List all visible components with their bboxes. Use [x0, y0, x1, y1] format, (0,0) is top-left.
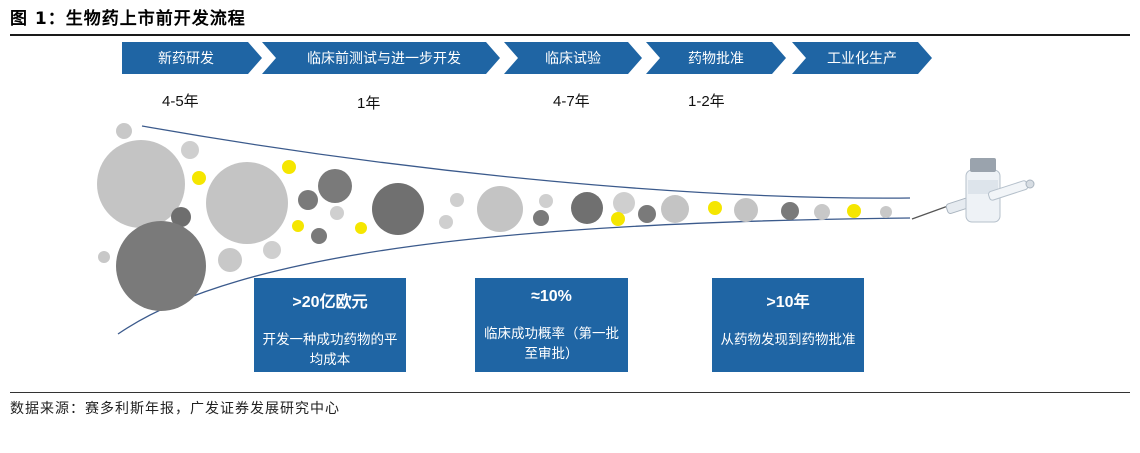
duration-step-4: 1-2年 — [688, 93, 725, 110]
step-arrow-4: 药物批准 — [646, 42, 786, 74]
duration-step-1: 4-5年 — [162, 93, 199, 110]
step-arrow-3: 临床试验 — [504, 42, 642, 74]
source-note: 数据来源：赛多利斯年报，广发证券发展研究中心 — [10, 401, 340, 417]
process-diagram: 新药研发 临床前测试与进一步开发 临床试验 药物批准 工业化生产 — [97, 42, 1035, 335]
step-label-4: 药物批准 — [688, 51, 744, 67]
callout-duration-detail: 从药物发现到药物批准 — [720, 332, 856, 348]
callout-duration: >10年 从药物发现到药物批准 — [712, 278, 864, 372]
step-arrow-2: 临床前测试与进一步开发 — [262, 42, 500, 74]
step-label-1: 新药研发 — [158, 51, 214, 67]
duration-step-3: 4-7年 — [553, 93, 590, 110]
bottom-rule — [10, 392, 1130, 393]
step-arrow-5: 工业化生产 — [792, 42, 932, 74]
funnel-top-line — [141, 125, 911, 199]
step-label-3: 临床试验 — [545, 51, 601, 67]
callout-duration-headline: >10年 — [766, 294, 810, 311]
callout-success-headline: ≈10% — [531, 288, 572, 305]
funnel-circles — [97, 123, 892, 311]
callout-success-detail: 临床成功概率（第一批至审批） — [484, 326, 619, 362]
callout-cost-detail: 开发一种成功药物的平均成本 — [262, 332, 398, 368]
step-label-5: 工业化生产 — [827, 51, 897, 67]
top-rule — [10, 34, 1130, 36]
duration-step-2: 1年 — [357, 95, 381, 112]
step-label-2: 临床前测试与进一步开发 — [307, 50, 461, 67]
vial-syringe-icon — [911, 158, 1035, 223]
figure-title: 图 1：生物药上市前开发流程 — [10, 9, 246, 29]
step-arrow-1: 新药研发 — [122, 42, 262, 74]
callout-cost: >20亿欧元 开发一种成功药物的平均成本 — [254, 278, 406, 372]
callout-success-rate: ≈10% 临床成功概率（第一批至审批） — [475, 278, 628, 372]
callout-cost-headline: >20亿欧元 — [292, 294, 368, 311]
